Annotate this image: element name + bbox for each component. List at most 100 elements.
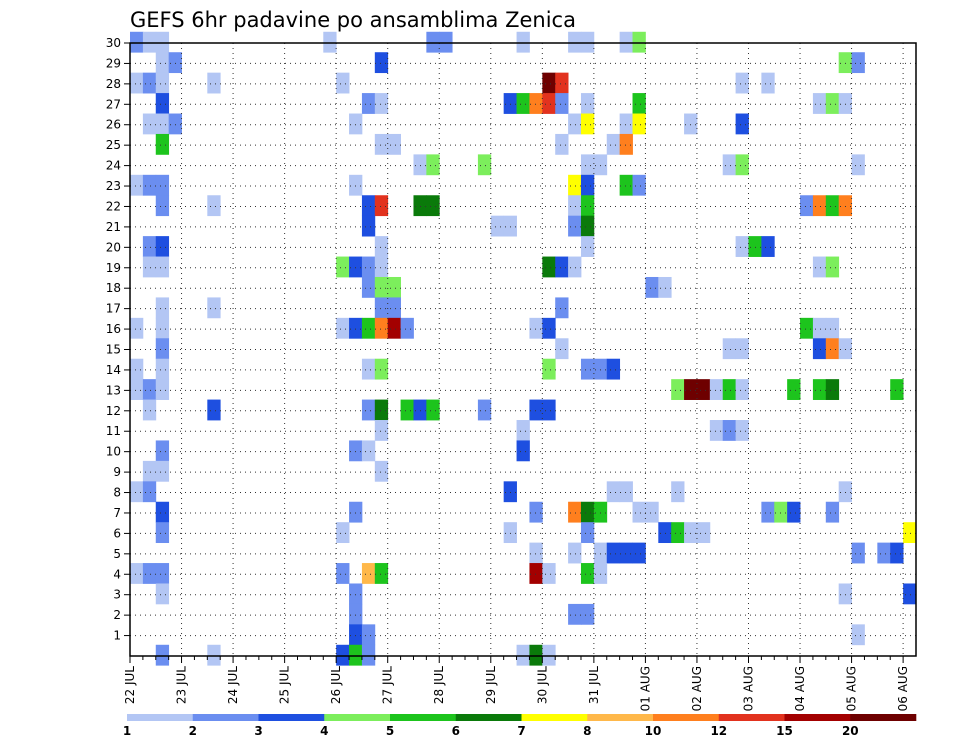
precip-cell bbox=[542, 256, 556, 278]
y-tick-label: 21 bbox=[106, 220, 121, 234]
precip-cell bbox=[207, 297, 221, 319]
colorbar-swatch bbox=[324, 714, 391, 721]
precip-cell bbox=[349, 113, 363, 135]
precip-cell bbox=[735, 236, 749, 257]
precip-cell bbox=[361, 276, 376, 298]
precip-cell bbox=[568, 215, 582, 237]
precip-cell bbox=[838, 481, 852, 503]
precip-cell bbox=[142, 256, 157, 278]
precip-cell bbox=[542, 93, 556, 114]
precip-cell bbox=[709, 420, 724, 441]
precip-cell bbox=[800, 317, 814, 339]
precip-cell bbox=[838, 52, 852, 74]
chart-title: GEFS 6hr padavine po ansamblima Zenica bbox=[130, 8, 576, 32]
x-tick-label: 26 JUL bbox=[329, 666, 343, 704]
precip-cell bbox=[142, 481, 157, 503]
colorbar-label: 3 bbox=[254, 724, 262, 738]
precip-cell bbox=[130, 379, 144, 400]
precip-cell bbox=[374, 420, 389, 441]
x-tick-label: 31 JUL bbox=[587, 666, 601, 704]
precip-cell bbox=[142, 460, 157, 482]
y-tick-label: 3 bbox=[113, 588, 121, 602]
y-tick-label: 23 bbox=[106, 179, 121, 193]
precip-cell bbox=[207, 644, 221, 666]
precip-cell bbox=[155, 358, 170, 380]
colorbar-label: 7 bbox=[517, 724, 525, 738]
precip-cell bbox=[142, 399, 157, 421]
precip-cell bbox=[838, 195, 852, 217]
precip-cell bbox=[812, 338, 827, 360]
precip-cell bbox=[503, 481, 517, 503]
precip-cell bbox=[774, 501, 788, 523]
precip-cell bbox=[155, 174, 170, 196]
precip-cell bbox=[336, 72, 350, 94]
precip-cell bbox=[580, 113, 595, 135]
x-tick-label: 06 AUG bbox=[896, 666, 910, 711]
grid-lines bbox=[130, 43, 916, 656]
y-tick-label: 16 bbox=[106, 322, 121, 336]
precip-cell bbox=[361, 215, 376, 237]
precip-cell bbox=[142, 379, 157, 400]
precip-cell bbox=[593, 154, 608, 176]
precip-cell bbox=[632, 174, 646, 196]
precip-cell bbox=[787, 501, 801, 523]
precip-cell bbox=[516, 31, 530, 53]
y-tick-label: 9 bbox=[113, 465, 121, 479]
precip-cell bbox=[619, 133, 633, 155]
precip-cell bbox=[619, 542, 633, 564]
precip-cell bbox=[542, 399, 556, 421]
precip-cell bbox=[684, 522, 698, 544]
precip-cell bbox=[529, 93, 543, 114]
precip-cell bbox=[374, 317, 389, 339]
colorbar-label: 12 bbox=[710, 724, 727, 738]
precip-cell bbox=[142, 31, 157, 53]
precip-cell bbox=[555, 297, 569, 319]
precip-cell bbox=[580, 522, 595, 544]
precip-cell bbox=[812, 195, 827, 217]
precip-cell bbox=[838, 583, 852, 605]
precip-cell bbox=[825, 195, 840, 217]
precip-cell bbox=[155, 460, 170, 482]
colorbar-swatch bbox=[718, 714, 785, 721]
precip-cell bbox=[529, 644, 543, 666]
precip-cell bbox=[142, 563, 157, 584]
precip-cell bbox=[645, 501, 659, 523]
precip-cell bbox=[568, 195, 582, 217]
precip-cell bbox=[645, 276, 659, 298]
precip-cell bbox=[361, 317, 376, 339]
precip-cell bbox=[155, 93, 170, 114]
precip-cell bbox=[439, 31, 453, 53]
y-tick-label: 22 bbox=[106, 199, 121, 213]
precip-cell bbox=[838, 93, 852, 114]
precip-cell bbox=[349, 440, 363, 462]
precip-cell bbox=[696, 522, 711, 544]
precip-cell bbox=[800, 195, 814, 217]
precip-cell bbox=[503, 522, 517, 544]
precip-cell bbox=[555, 256, 569, 278]
precip-cell bbox=[336, 317, 350, 339]
precip-cell bbox=[735, 379, 749, 400]
precip-cell bbox=[400, 317, 414, 339]
y-tick-label: 13 bbox=[106, 383, 121, 397]
precip-cell bbox=[130, 174, 144, 196]
precip-cell bbox=[825, 317, 840, 339]
precip-cell bbox=[207, 72, 221, 94]
precip-cell bbox=[542, 72, 556, 94]
precip-cell bbox=[812, 379, 827, 400]
precip-cell bbox=[374, 93, 389, 114]
precip-cell bbox=[349, 644, 363, 666]
precip-cell bbox=[671, 481, 685, 503]
colorbar-label: 5 bbox=[386, 724, 394, 738]
precip-cell bbox=[735, 154, 749, 176]
precip-cell bbox=[374, 563, 389, 584]
x-axis: 22 JUL 23 JUL 24 JUL 25 JUL 26 JUL 27 JUL 28 J… bbox=[123, 656, 910, 711]
precip-cell bbox=[684, 379, 698, 400]
precip-cell bbox=[155, 72, 170, 94]
precip-cell bbox=[671, 379, 685, 400]
precip-cell bbox=[503, 93, 517, 114]
precip-cell bbox=[632, 501, 646, 523]
colorbar-label: 2 bbox=[189, 724, 197, 738]
precip-cell bbox=[761, 72, 775, 94]
colorbar-label: 20 bbox=[842, 724, 859, 738]
